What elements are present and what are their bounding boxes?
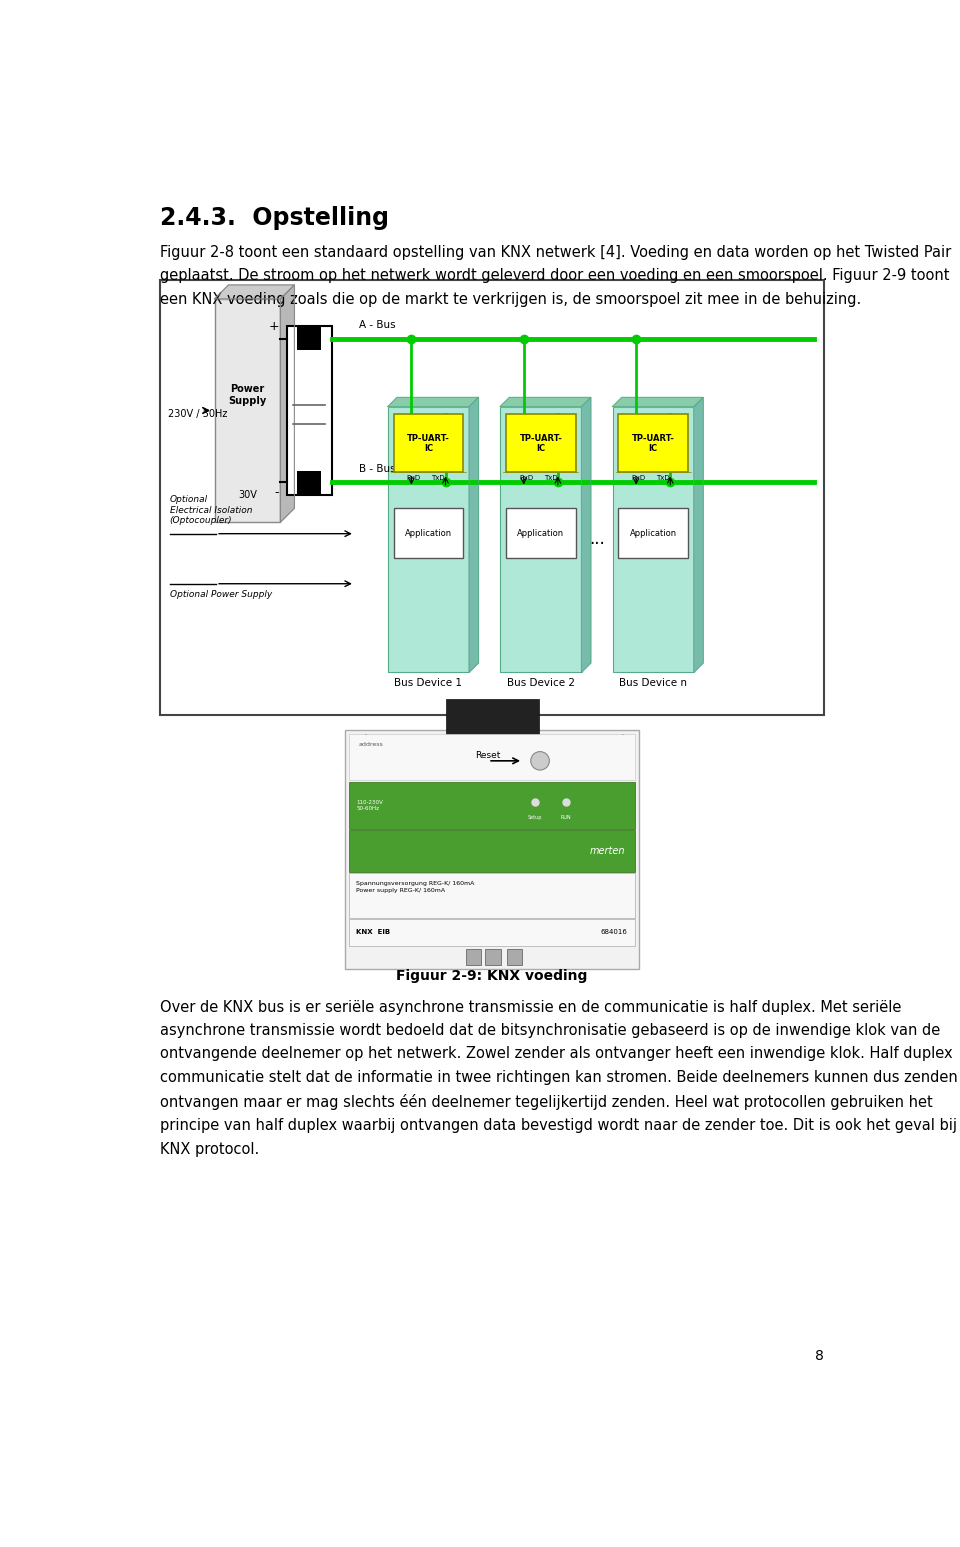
Text: Reset: Reset (475, 750, 501, 760)
Text: merten: merten (589, 846, 625, 857)
Text: Bus Device n: Bus Device n (619, 679, 687, 688)
Bar (485, 950, 500, 965)
Text: RUN: RUN (561, 815, 571, 820)
Bar (287, 326, 331, 495)
Text: Application: Application (630, 529, 677, 538)
Polygon shape (388, 398, 478, 407)
Text: -: - (275, 486, 278, 500)
Bar (160, 280, 824, 715)
Bar (394, 415, 464, 472)
Text: Power
Supply: Power Supply (228, 384, 267, 405)
Text: TxD: TxD (657, 475, 670, 481)
Text: TxD: TxD (544, 475, 558, 481)
Bar (348, 873, 636, 917)
Polygon shape (214, 285, 295, 299)
Bar (298, 470, 321, 493)
Bar (618, 509, 688, 558)
Text: Application: Application (405, 529, 452, 538)
Text: RxD: RxD (632, 475, 646, 481)
Text: Spannungsversorgung REG-K/ 160mA
Power supply REG-K/ 160mA: Spannungsversorgung REG-K/ 160mA Power s… (356, 880, 475, 893)
Text: Application: Application (517, 529, 564, 538)
Bar (507, 950, 522, 965)
Polygon shape (694, 398, 703, 673)
Text: ...: ... (589, 531, 605, 549)
Bar (348, 919, 636, 945)
Polygon shape (500, 398, 590, 407)
Text: TxD: TxD (432, 475, 445, 481)
Polygon shape (280, 285, 295, 523)
Circle shape (531, 752, 549, 770)
Text: TP-UART-
IC: TP-UART- IC (519, 433, 563, 453)
Bar (348, 781, 636, 829)
Bar (348, 733, 636, 780)
Text: 8: 8 (815, 1349, 824, 1363)
Bar (345, 730, 639, 968)
Text: Optional Power Supply: Optional Power Supply (170, 589, 272, 599)
Bar (466, 950, 481, 965)
Text: +: + (268, 320, 278, 333)
Bar (445, 699, 539, 738)
Text: RxD: RxD (407, 475, 420, 481)
Text: TP-UART-
IC: TP-UART- IC (632, 433, 675, 453)
Polygon shape (582, 398, 590, 673)
Bar (394, 509, 464, 558)
Text: Bus Device 1: Bus Device 1 (395, 679, 463, 688)
Text: KNX  EIB: KNX EIB (356, 930, 391, 934)
Bar (388, 407, 469, 673)
Text: 2.4.3.  Opstelling: 2.4.3. Opstelling (160, 206, 390, 231)
Bar (612, 407, 694, 673)
Text: B - Bus: B - Bus (359, 464, 396, 475)
Bar (348, 831, 636, 873)
Polygon shape (469, 398, 478, 673)
Text: 684016: 684016 (601, 930, 628, 934)
Bar (298, 328, 321, 351)
Text: 30V: 30V (238, 490, 257, 500)
Bar (506, 415, 576, 472)
Bar (506, 509, 576, 558)
Text: Over de KNX bus is er seriële asynchrone transmissie en de communicatie is half : Over de KNX bus is er seriële asynchrone… (160, 999, 960, 1157)
Text: 230V / 50Hz: 230V / 50Hz (168, 410, 228, 419)
Text: Bus Device 2: Bus Device 2 (507, 679, 575, 688)
Polygon shape (612, 398, 703, 407)
Text: Figuur 2-8: opstelling KNX netwerk: Figuur 2-8: opstelling KNX netwerk (354, 733, 630, 747)
Text: RxD: RxD (519, 475, 533, 481)
Text: Setup: Setup (527, 815, 541, 820)
Bar (500, 407, 582, 673)
Text: Figuur 2-8 toont een standaard opstelling van KNX netwerk [4]. Voeding en data w: Figuur 2-8 toont een standaard opstellin… (160, 244, 951, 306)
Text: Figuur 2-9: KNX voeding: Figuur 2-9: KNX voeding (396, 968, 588, 982)
Text: 110-230V
50-60Hz: 110-230V 50-60Hz (356, 800, 383, 811)
Text: TP-UART-
IC: TP-UART- IC (407, 433, 450, 453)
Bar (618, 415, 688, 472)
Text: Optional
Electrical Isolation
(Optocoupler): Optional Electrical Isolation (Optocoupl… (170, 495, 252, 524)
Bar (214, 299, 280, 523)
Text: A - Bus: A - Bus (359, 320, 396, 330)
Text: address: address (359, 741, 383, 747)
